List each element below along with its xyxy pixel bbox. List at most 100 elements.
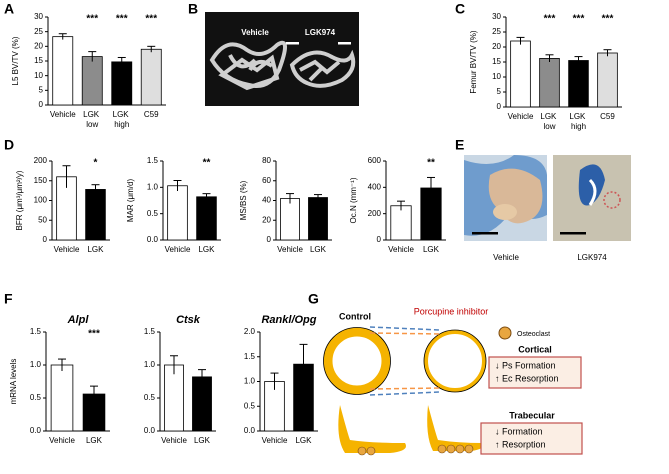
- y-tick-label: 200: [368, 209, 382, 218]
- x-tick-label-line: LGK: [569, 112, 587, 121]
- x-tick-label: C59: [144, 110, 159, 119]
- significance: *: [94, 158, 98, 169]
- significance: ***: [88, 329, 100, 340]
- image-label: LGK974: [577, 253, 607, 262]
- y-tick-label: 20: [262, 215, 271, 224]
- chart-title: Alpl: [67, 314, 90, 326]
- chart-title: Rankl/Opg: [261, 314, 316, 326]
- x-tick-label: LGK: [423, 245, 440, 254]
- osteoclast-icon: [498, 326, 512, 340]
- callout-title: Trabecular: [509, 410, 555, 420]
- y-tick-label: 15: [492, 57, 501, 66]
- significance: ***: [145, 14, 157, 25]
- significance: **: [203, 158, 211, 169]
- x-tick-label: LGK: [86, 436, 103, 445]
- y-tick-label: 25: [492, 27, 501, 36]
- y-tick-label: 100: [34, 196, 48, 205]
- y-tick-label: 15: [34, 56, 43, 65]
- connector: [369, 326, 441, 396]
- scale-bar: [338, 42, 351, 45]
- significance: **: [427, 158, 435, 169]
- y-tick-label: 1.5: [147, 156, 159, 165]
- x-tick-label: Vehicle: [49, 436, 75, 445]
- y-tick-label: 0.5: [147, 209, 159, 218]
- stain-region: [603, 191, 621, 209]
- x-tick-label: LGK low: [540, 112, 558, 131]
- callout-line: ↓ Formation: [495, 426, 543, 436]
- x-tick-label: Vehicle: [161, 436, 187, 445]
- image-label: Vehicle: [493, 253, 519, 262]
- y-tick-label: 0.5: [144, 393, 156, 402]
- y-tick-label: 25: [34, 27, 43, 36]
- y-tick-label: 1.0: [244, 377, 256, 386]
- y-tick-label: 0: [43, 235, 48, 244]
- x-tick-label: Vehicle: [277, 245, 303, 254]
- x-tick-label: Vehicle: [50, 110, 76, 119]
- x-tick-label: C59: [600, 112, 615, 121]
- y-tick-label: 60: [262, 176, 271, 185]
- y-tick-label: 200: [34, 156, 48, 165]
- bar: [111, 61, 133, 106]
- x-tick-label-line: LGK: [83, 110, 101, 119]
- x-tick-label: LGK: [194, 436, 211, 445]
- y-tick-label: 0: [377, 235, 382, 244]
- bar: [52, 36, 74, 106]
- x-tick-label: LGK: [198, 245, 215, 254]
- y-tick-label: 0: [267, 235, 272, 244]
- scale-bar: [286, 42, 299, 45]
- y-tick-label: 0.5: [244, 401, 256, 410]
- y-axis-label: mRNA levels: [9, 359, 18, 405]
- panel-label: B: [188, 1, 198, 17]
- panel-label: C: [455, 1, 465, 17]
- bar: [539, 58, 560, 108]
- y-axis-label: L5 BV/TV (%): [11, 36, 20, 85]
- callout-line: ↑ Resorption: [495, 439, 546, 449]
- bar: [192, 376, 212, 432]
- significance: ***: [86, 14, 98, 25]
- trabecular-shape: [427, 405, 484, 451]
- bar: [196, 196, 217, 241]
- y-tick-label: 150: [34, 176, 48, 185]
- bar: [390, 205, 412, 241]
- y-axis-label: Oc.N (mm⁻¹): [349, 177, 358, 223]
- callout-line: ↑ Ec Resorption: [495, 373, 559, 383]
- x-tick-label: Vehicle: [262, 436, 288, 445]
- y-tick-label: 30: [34, 12, 43, 21]
- y-tick-label: 0: [497, 102, 502, 111]
- significance: ***: [573, 14, 585, 25]
- callout-box: [480, 422, 583, 455]
- x-tick-label-line: LGK: [540, 112, 558, 121]
- y-tick-label: 2.0: [244, 327, 256, 336]
- image-label: Vehicle: [241, 28, 269, 37]
- stain-region: [588, 178, 597, 206]
- legend-label: Osteoclast: [517, 331, 550, 338]
- significance: ***: [544, 14, 556, 25]
- x-tick-label: Vehicle: [165, 245, 191, 254]
- x-tick-label: LGK: [310, 245, 327, 254]
- y-tick-label: 1.0: [30, 360, 42, 369]
- y-axis-label: MAR (μm/d): [126, 179, 135, 223]
- diagram-label: Control: [339, 311, 371, 321]
- x-tick-label: LGK low: [83, 110, 101, 129]
- y-tick-label: 1.5: [144, 327, 156, 336]
- y-tick-label: 0.0: [147, 235, 159, 244]
- y-tick-label: 30: [492, 12, 501, 21]
- significance: ***: [116, 14, 128, 25]
- y-axis-label: Femur BV/TV (%): [469, 30, 478, 93]
- cortical-ring: [424, 330, 486, 392]
- y-tick-label: 0.5: [30, 393, 42, 402]
- y-tick-label: 5: [497, 87, 502, 96]
- bar: [167, 185, 188, 241]
- x-tick-label: LGK high: [113, 110, 131, 129]
- callout-box: [488, 356, 582, 389]
- x-tick-label: LGK high: [569, 112, 587, 131]
- significance: ***: [602, 14, 614, 25]
- panel-label: A: [4, 1, 14, 17]
- y-tick-label: 5: [39, 85, 44, 94]
- panel-label: F: [4, 291, 13, 307]
- y-tick-label: 1.5: [30, 327, 42, 336]
- y-tick-label: 80: [262, 156, 271, 165]
- x-tick-label-line: low: [86, 120, 98, 129]
- callout-line: ↓ Ps Formation: [495, 360, 556, 370]
- diagram-label: Porcupine inhibitor: [414, 306, 489, 316]
